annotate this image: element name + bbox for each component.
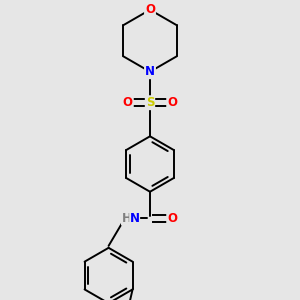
Text: O: O xyxy=(167,96,177,109)
Text: N: N xyxy=(145,65,155,78)
Text: O: O xyxy=(145,3,155,16)
Text: S: S xyxy=(146,96,154,109)
Text: O: O xyxy=(167,212,177,225)
Text: H: H xyxy=(122,212,131,225)
Text: N: N xyxy=(130,212,140,225)
Text: O: O xyxy=(123,96,133,109)
